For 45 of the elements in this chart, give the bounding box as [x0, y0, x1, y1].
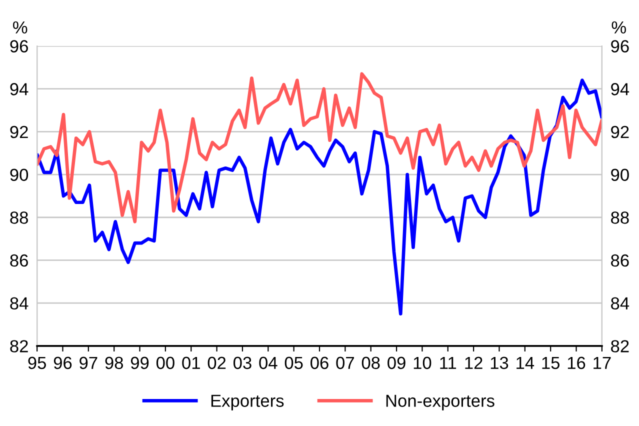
y-tick-label: 88	[10, 212, 28, 224]
x-tick-label: 12	[465, 356, 482, 369]
y2-tick-label: 94	[611, 83, 630, 96]
x-tick-label: 04	[259, 356, 278, 370]
y-tick-label: 86	[10, 254, 28, 267]
y2-tick-label: 92	[611, 126, 629, 138]
x-tick-label: 07	[336, 356, 354, 370]
x-tick-label: 99	[130, 356, 149, 370]
line-series	[37, 78, 602, 316]
y-tick-label: 92	[10, 126, 28, 138]
y2-tick-label: 90	[611, 168, 629, 181]
x-tick-label: 16	[568, 356, 586, 370]
x-tick-label: 02	[208, 356, 226, 370]
y-tick-label: 84	[10, 297, 28, 310]
y2-tick-label: 96	[611, 40, 629, 52]
y2-tick-label: 84	[611, 297, 630, 310]
x-tick-label: 95	[28, 356, 46, 370]
x-tick-label: 00	[156, 356, 174, 370]
y2-tick-label: 86	[611, 254, 629, 267]
legend-label: Exporters	[211, 394, 284, 410]
x-tick-label: 01	[182, 356, 200, 370]
x-tick-label: 08	[362, 356, 380, 370]
y2-axis-title: %	[612, 21, 626, 34]
x-tick-label: 05	[284, 356, 303, 370]
y2-tick-label: 82	[611, 340, 629, 352]
x-tick-label: 06	[310, 356, 328, 370]
line-series	[37, 72, 602, 224]
x-tick-label: 96	[54, 356, 72, 370]
x-tick-label: 09	[388, 356, 406, 370]
y-tick-label: 90	[10, 168, 28, 181]
x-tick-label: 98	[105, 356, 123, 370]
y2-tick-label: 88	[611, 212, 629, 224]
x-tick-label: 17	[594, 356, 611, 369]
y-tick-label: 96	[10, 40, 28, 52]
y-tick-label: 82	[10, 340, 28, 352]
x-tick-label: 14	[516, 356, 534, 369]
y-axis-title: %	[13, 21, 28, 34]
legend-label: Non-exporters	[386, 394, 494, 410]
x-tick-label: 97	[80, 356, 98, 370]
x-tick-label: 03	[233, 356, 252, 370]
x-tick-label: 13	[490, 356, 508, 370]
x-tick-label: 15	[542, 356, 560, 370]
x-tick-label: 10	[414, 356, 432, 370]
y-tick-label: 94	[10, 83, 28, 96]
x-tick-label: 11	[440, 356, 456, 369]
